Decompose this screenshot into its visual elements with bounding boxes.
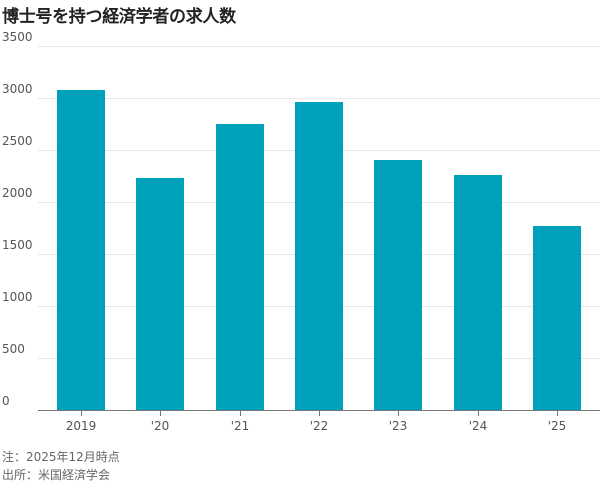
- bar: [374, 160, 422, 410]
- bar: [533, 226, 581, 410]
- gridline: [38, 98, 600, 99]
- x-axis-label: '24: [468, 419, 488, 433]
- x-tick: [81, 411, 82, 416]
- y-axis-label: 1500: [2, 238, 33, 252]
- x-axis-label: '25: [547, 419, 567, 433]
- bar: [295, 102, 343, 410]
- y-axis-label: 3500: [2, 30, 33, 44]
- bar: [216, 124, 264, 410]
- bar: [136, 178, 184, 410]
- chart-title: 博士号を持つ経済学者の求人数: [2, 7, 236, 27]
- y-axis-label: 500: [2, 342, 25, 356]
- chart-source: 出所：米国経済学会: [2, 468, 111, 482]
- x-tick: [478, 411, 479, 416]
- bar: [454, 175, 502, 410]
- bar: [57, 90, 105, 410]
- x-tick: [557, 411, 558, 416]
- chart-note: 注：2025年12月時点: [2, 450, 120, 464]
- y-axis-label: 2000: [2, 186, 33, 200]
- x-axis-label: '21: [230, 419, 250, 433]
- y-axis-label: 0: [2, 394, 10, 408]
- y-axis-label: 3000: [2, 82, 33, 96]
- gridline: [38, 46, 600, 47]
- x-axis-label: 2019: [65, 419, 97, 433]
- y-axis-label: 1000: [2, 290, 33, 304]
- y-axis-label: 2500: [2, 134, 33, 148]
- x-axis-label: '22: [309, 419, 329, 433]
- x-axis-line: [38, 410, 600, 411]
- x-tick: [319, 411, 320, 416]
- x-tick: [160, 411, 161, 416]
- x-axis-label: '23: [388, 419, 408, 433]
- x-axis-label: '20: [150, 419, 170, 433]
- x-tick: [398, 411, 399, 416]
- x-tick: [240, 411, 241, 416]
